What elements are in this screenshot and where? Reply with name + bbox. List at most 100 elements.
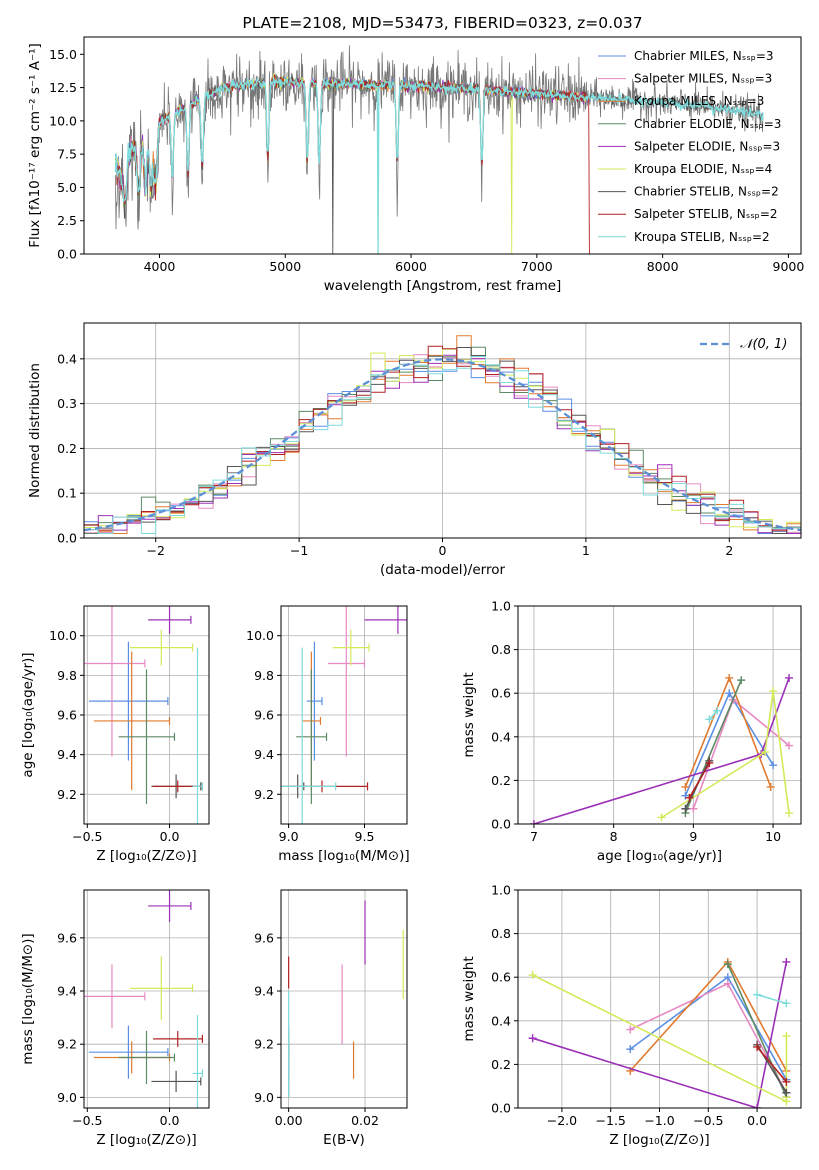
- x-tick-label: 4000: [144, 259, 176, 274]
- salpeter_elodie-errorbar-point: [364, 606, 407, 634]
- y-tick-label: 9.6: [57, 708, 77, 723]
- y-axis-label: mass weight: [461, 672, 477, 757]
- chabrier_miles-legend-label: Chabrier MILES, Nₛₛₚ=3: [634, 49, 774, 63]
- age_vs_mass-frame: [280, 605, 408, 825]
- mass_vs_ebv-plot-area: [288, 900, 404, 1098]
- age_vs_mass-grid: [281, 606, 407, 824]
- x-tick-label: 9.0: [279, 829, 299, 844]
- y-tick-label: 0.0: [57, 531, 77, 546]
- x-tick-label: 0.02: [351, 1113, 379, 1128]
- x-tick-label: 10: [765, 829, 781, 844]
- y-tick-label: 9.6: [57, 930, 77, 945]
- chabrier_elodie-weight-marker: [723, 960, 732, 969]
- mass_vs_Z-frame: [83, 889, 210, 1109]
- kroupa_miles-weight-marker: [725, 673, 734, 682]
- y-tick-label: 9.4: [57, 747, 77, 762]
- salpeter_miles-legend-label: Salpeter MILES, Nₛₛₚ=3: [634, 72, 772, 86]
- x-tick-label: 9: [689, 829, 697, 844]
- x-tick-label: 7: [530, 829, 538, 844]
- x-tick-label: 8: [610, 829, 618, 844]
- y-tick-label: 0.8: [491, 926, 511, 941]
- kroupa_elodie-weight-marker: [657, 813, 666, 822]
- chabrier_miles-weight-marker: [626, 1045, 635, 1054]
- residuals-panel: −2 −1 0 1 2 0.0 0.1 0.2 0.3 0.4 (data-model)/error…: [27, 322, 802, 578]
- x-tick-label: 0.00: [275, 1113, 303, 1128]
- y-tick-label: 1.0: [491, 599, 511, 614]
- kroupa_stelib-residual-histogram: [84, 356, 801, 538]
- massweight_vs_Z-frame: [517, 889, 802, 1109]
- y-tick-label: 9.2: [57, 787, 77, 802]
- y-tick-label: 9.2: [254, 787, 274, 802]
- massweight_vs_age-grid: [518, 605, 801, 825]
- y-tick-label: 0.4: [491, 1013, 511, 1028]
- massweight_vs_Z-panel: −2.0 −1.5 −1.0 −0.5 0.0 0.0 0.2 0.4 0.6 0.8 1.0 Z […: [461, 883, 802, 1148]
- x-axis-label: (data-model)/error: [380, 562, 506, 578]
- x-tick-label: 0.0: [160, 1113, 180, 1128]
- y-tick-label: 0.4: [57, 351, 77, 366]
- x-axis-label: Z [log₁₀(Z/Z⊙)]: [96, 1132, 196, 1148]
- y-tick-label: 9.8: [254, 668, 274, 683]
- x-tick-label: 1: [582, 543, 590, 558]
- chabrier_miles-errorbar-point: [306, 641, 323, 761]
- x-tick-label: 7000: [521, 259, 553, 274]
- normal-legend-label: 𝒩(0, 1): [740, 337, 787, 352]
- y-tick-label: 9.0: [254, 1090, 274, 1105]
- salpeter_miles-errorbar-point: [84, 606, 146, 757]
- massweight_vs_age-plot-area: [529, 673, 794, 824]
- age_vs_Z-panel: −0.5 0.0 9.2 9.4 9.6 9.8 10.0 Z [log₁₀(Z/Z⊙)] ag…: [20, 605, 210, 864]
- mass_vs_ebv-panel: 0.00 0.02 9.0 9.2 9.4 9.6 E(B-V): [254, 889, 408, 1148]
- mass_vs_Z-grid: [84, 890, 209, 1108]
- salpeter_elodie-weight-line: [532, 961, 788, 1108]
- x-tick-label: −2: [146, 543, 164, 558]
- salpeter_miles-weight-marker: [626, 1025, 635, 1034]
- chabrier_stelib-weight-marker: [782, 1088, 791, 1097]
- kroupa_stelib-errorbar-point: [281, 647, 337, 824]
- salpeter_elodie-legend-label: Salpeter ELODIE, Nₛₛₚ=3: [634, 139, 780, 153]
- kroupa_elodie-weight-line: [532, 974, 788, 1103]
- x-tick-label: −0.5: [72, 829, 102, 844]
- salpeter_elodie-weight-line: [533, 677, 790, 824]
- age_vs_Z-frame: [83, 605, 210, 825]
- mass_vs_Z-panel: −0.5 0.0 9.0 9.2 9.4 9.6 Z [log₁₀(Z/Z⊙)] mass […: [20, 889, 210, 1148]
- x-tick-label: −1.0: [644, 1113, 674, 1128]
- kroupa_stelib-legend-label: Kroupa STELIB, Nₛₛₚ=2: [634, 230, 770, 244]
- y-tick-label: 5.0: [57, 180, 77, 195]
- kroupa_stelib-weight-marker: [782, 999, 791, 1008]
- salpeter_stelib-errorbar-point: [153, 1030, 204, 1047]
- y-tick-label: 9.2: [254, 1037, 274, 1052]
- x-tick-label: −0.5: [72, 1113, 102, 1128]
- x-axis-label: Z [log₁₀(Z/Z⊙)]: [96, 848, 196, 864]
- y-tick-label: 0.6: [491, 970, 511, 985]
- salpeter_stelib-weight-line: [756, 1046, 788, 1083]
- kroupa_elodie-weight-marker: [785, 809, 794, 818]
- salpeter_stelib-weight-marker: [782, 1077, 791, 1086]
- x-tick-label: 0: [439, 543, 447, 558]
- salpeter_miles-weight-marker: [785, 741, 794, 750]
- salpeter_elodie-weight-marker: [753, 1104, 762, 1108]
- y-tick-label: 15.0: [49, 47, 77, 62]
- x-axis-label: E(B-V): [323, 1132, 365, 1148]
- x-tick-label: 9000: [773, 259, 805, 274]
- kroupa_elodie-errorbar-point: [332, 629, 370, 666]
- chart-title: PLATE=2108, MJD=53473, FIBERID=0323, z=0…: [242, 14, 642, 32]
- salpeter_miles-errorbar-point: [84, 964, 146, 1029]
- kroupa_miles-weight-marker: [681, 782, 690, 791]
- chabrier_stelib-weight-marker: [681, 804, 690, 813]
- x-tick-label: 6000: [395, 259, 427, 274]
- kroupa_elodie-weight-marker: [782, 1032, 791, 1041]
- x-tick-label: 2: [725, 543, 733, 558]
- y-tick-label: 7.5: [57, 147, 77, 162]
- mass_vs_ebv-frame: [280, 889, 408, 1109]
- massweight_vs_Z-grid: [518, 889, 801, 1109]
- salpeter_miles-weight-marker: [723, 979, 732, 988]
- y-tick-label: 0.0: [491, 1101, 511, 1116]
- y-tick-label: 0.3: [57, 396, 77, 411]
- y-tick-label: 12.5: [49, 80, 77, 95]
- y-tick-label: 2.5: [57, 213, 77, 228]
- kroupa_elodie-weight-marker: [769, 687, 778, 696]
- kroupa_stelib-weight-marker: [705, 715, 714, 724]
- y-tick-label: 0.4: [491, 729, 511, 744]
- kroupa_elodie-errorbar-point: [130, 629, 194, 666]
- x-tick-label: 0.0: [747, 1113, 767, 1128]
- y-tick-label: 9.4: [57, 984, 77, 999]
